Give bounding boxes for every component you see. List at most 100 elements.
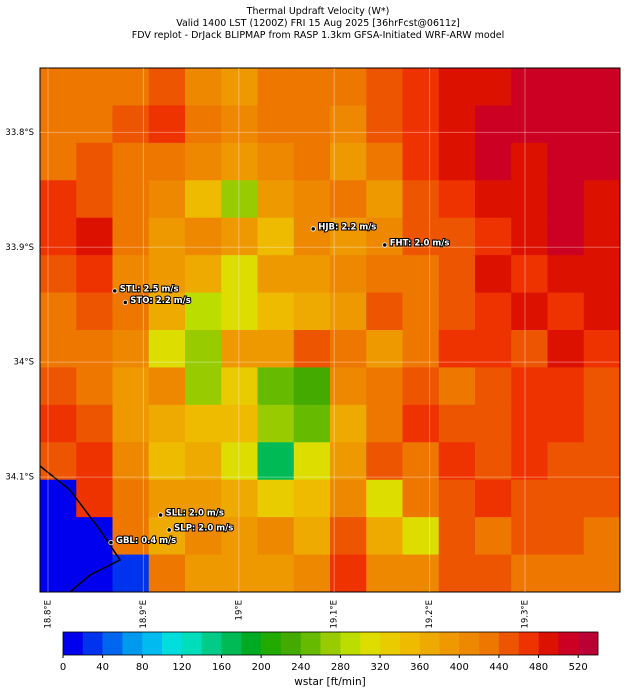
heat-cell bbox=[583, 142, 621, 181]
colorbar-swatch bbox=[578, 632, 599, 655]
heat-cell bbox=[40, 292, 77, 331]
station-marker bbox=[166, 527, 172, 533]
heat-cell bbox=[112, 404, 150, 443]
colorbar-swatch bbox=[162, 632, 183, 655]
x-tick-label: 19.2°E bbox=[425, 600, 435, 629]
heat-cell bbox=[583, 217, 621, 256]
heat-cell bbox=[583, 255, 621, 294]
colorbar-tick-label: 520 bbox=[569, 662, 588, 673]
heat-cell bbox=[221, 479, 258, 518]
chart-subtitle: Valid 1400 LST (1200Z) FRI 15 Aug 2025 [… bbox=[176, 18, 460, 29]
heat-cell bbox=[402, 180, 440, 219]
colorbar-swatch bbox=[439, 632, 460, 655]
heat-cell bbox=[366, 105, 403, 144]
heat-cell bbox=[257, 292, 295, 331]
heat-cell bbox=[148, 442, 186, 481]
colorbar-swatch bbox=[558, 632, 579, 655]
heat-cell bbox=[148, 68, 186, 106]
heat-cell bbox=[547, 217, 585, 256]
heat-cell bbox=[257, 217, 295, 256]
heat-cell bbox=[547, 404, 585, 443]
y-tick-label: 33.8°S bbox=[5, 128, 34, 138]
colorbar-swatch bbox=[241, 632, 262, 655]
heat-cell bbox=[547, 517, 585, 556]
heat-cell bbox=[366, 255, 403, 294]
heat-cell bbox=[475, 367, 512, 406]
heat-cell bbox=[475, 180, 512, 219]
heat-cell bbox=[438, 142, 476, 181]
heat-cell bbox=[583, 180, 621, 219]
heat-cell bbox=[112, 367, 150, 406]
heat-cell bbox=[330, 367, 367, 406]
heat-cell bbox=[475, 292, 512, 331]
heat-cell bbox=[293, 292, 331, 331]
colorbar-swatch bbox=[221, 632, 242, 655]
heat-cell bbox=[221, 217, 258, 256]
colorbar-swatch bbox=[181, 632, 203, 655]
heat-cell bbox=[112, 330, 150, 368]
heat-cell bbox=[40, 330, 77, 368]
heat-cell bbox=[185, 217, 222, 256]
colorbar-swatch bbox=[300, 632, 321, 655]
heat-cell bbox=[583, 554, 621, 593]
heat-cell bbox=[148, 554, 186, 593]
heat-cell bbox=[330, 479, 367, 518]
heat-cell bbox=[221, 180, 258, 219]
heat-cell bbox=[257, 554, 295, 593]
heat-cell bbox=[293, 255, 331, 294]
heat-cell bbox=[475, 105, 512, 144]
heat-cell bbox=[511, 255, 548, 294]
heat-cell bbox=[366, 330, 403, 368]
colorbar-swatch bbox=[479, 632, 500, 655]
heat-cell bbox=[112, 442, 150, 481]
heat-cell bbox=[76, 292, 113, 331]
heat-cell bbox=[547, 105, 585, 144]
colorbar-swatch bbox=[459, 632, 480, 655]
heat-cell bbox=[221, 554, 258, 593]
heat-cell bbox=[76, 255, 113, 294]
heat-cell bbox=[148, 105, 186, 144]
heat-cell bbox=[185, 404, 222, 443]
colorbar-swatch bbox=[340, 632, 361, 655]
heat-cell bbox=[438, 180, 476, 219]
heat-cell bbox=[438, 442, 476, 481]
heat-cell bbox=[330, 68, 367, 106]
heat-cell bbox=[293, 142, 331, 181]
heat-cell bbox=[366, 217, 403, 256]
heat-cell bbox=[511, 180, 548, 219]
heat-cell bbox=[257, 330, 295, 368]
heat-cell bbox=[257, 142, 295, 181]
heat-cell bbox=[40, 442, 77, 481]
heat-cell bbox=[402, 479, 440, 518]
heat-cell bbox=[583, 292, 621, 331]
heat-cell bbox=[293, 517, 331, 556]
heat-cell bbox=[366, 479, 403, 518]
heat-cell bbox=[402, 554, 440, 593]
heat-cell bbox=[547, 330, 585, 368]
heat-cell bbox=[402, 367, 440, 406]
heat-cell bbox=[257, 517, 295, 556]
heat-cell bbox=[257, 105, 295, 144]
heat-cell bbox=[438, 479, 476, 518]
heat-cell bbox=[547, 442, 585, 481]
heat-cell bbox=[293, 479, 331, 518]
heat-cell bbox=[402, 68, 440, 106]
heat-cell bbox=[511, 517, 548, 556]
heat-cell bbox=[366, 142, 403, 181]
colorbar-tick-label: 120 bbox=[172, 662, 191, 673]
heat-cell bbox=[438, 68, 476, 106]
colorbar-tick-label: 80 bbox=[136, 662, 149, 673]
heat-cell bbox=[438, 554, 476, 593]
heat-cell bbox=[475, 330, 512, 368]
colorbar-swatch bbox=[261, 632, 282, 655]
heat-cell bbox=[293, 554, 331, 593]
colorbar-swatch bbox=[518, 632, 539, 655]
heat-cell bbox=[40, 217, 77, 256]
heat-cell bbox=[257, 180, 295, 219]
station-marker bbox=[108, 539, 114, 546]
heat-cell bbox=[402, 105, 440, 144]
heat-cell bbox=[511, 367, 548, 406]
heat-cell bbox=[438, 404, 476, 443]
x-tick-label: 18.9°E bbox=[139, 600, 149, 629]
heat-cell bbox=[583, 517, 621, 556]
